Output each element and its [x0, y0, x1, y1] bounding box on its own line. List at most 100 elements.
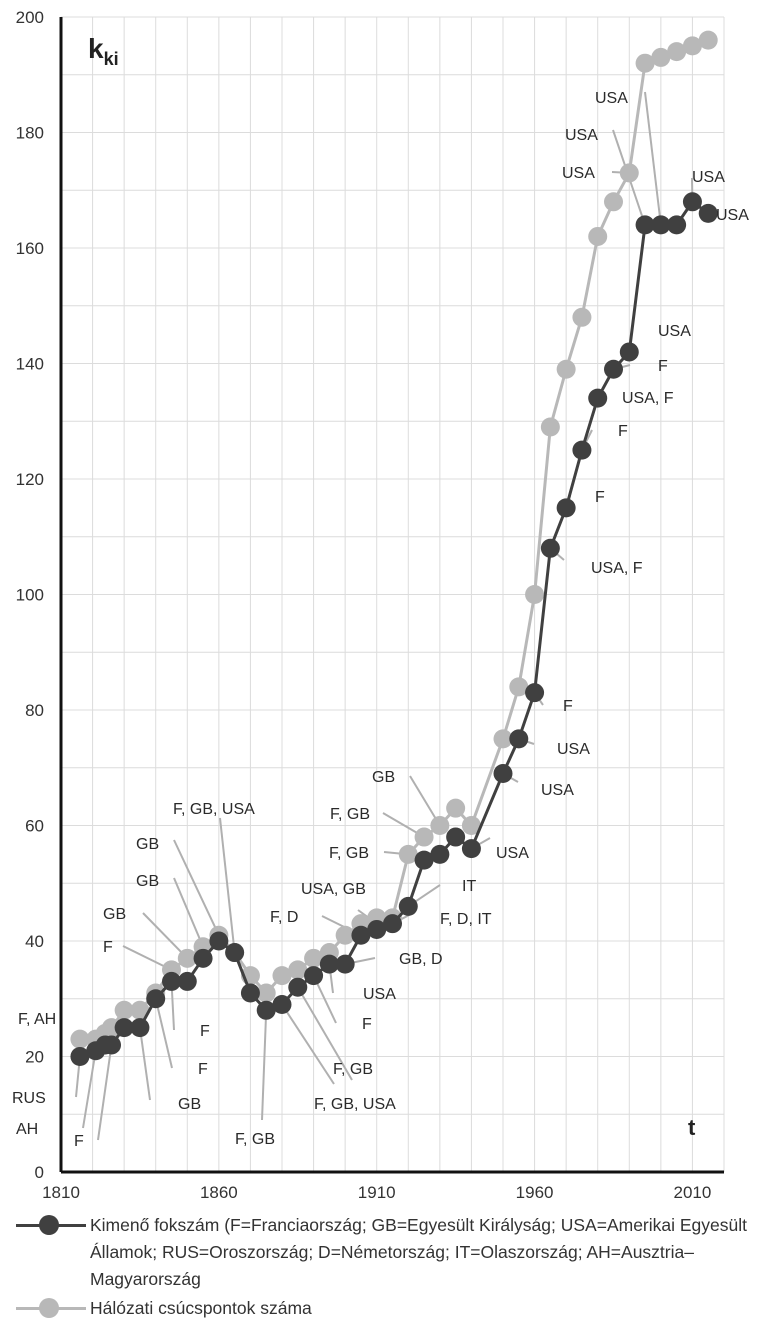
annotation-label: USA, GB: [301, 881, 366, 898]
annotation-leader-lines: [75, 91, 717, 1141]
annotation-leader: [82, 1050, 97, 1129]
data-point-csucspontok: [682, 36, 702, 56]
data-point-kimeno-fokszam: [193, 948, 213, 968]
data-point-kimeno-fokszam: [114, 1018, 134, 1038]
x-tick-label: 1960: [516, 1183, 554, 1202]
data-point-kimeno-fokszam: [414, 850, 434, 870]
data-point-kimeno-fokszam: [509, 729, 529, 749]
y-tick-label: 0: [35, 1163, 44, 1182]
x-tick-label: 1910: [358, 1183, 396, 1202]
data-point-csucspontok: [572, 307, 592, 327]
data-point-kimeno-fokszam: [319, 954, 339, 974]
annotation-label: USA: [658, 323, 691, 340]
annotation-label: GB: [136, 836, 159, 853]
series-layer: [70, 30, 718, 1066]
data-point-kimeno-fokszam: [635, 215, 655, 235]
annotation-label: F, GB: [235, 1131, 275, 1148]
y-tick-label: 100: [16, 586, 44, 605]
data-point-csucspontok: [114, 1000, 134, 1020]
annotation-label: USA, F: [622, 390, 674, 407]
y-tick-label: 20: [25, 1048, 44, 1067]
data-point-csucspontok: [70, 1029, 90, 1049]
annotation-label: F: [198, 1061, 208, 1078]
data-point-kimeno-fokszam: [304, 966, 324, 986]
data-point-kimeno-fokszam: [572, 440, 592, 460]
data-point-kimeno-fokszam: [430, 844, 450, 864]
y-tick-label: 80: [25, 701, 44, 720]
legend: Kimenő fokszám (F=Franciaország; GB=Egye…: [16, 1212, 751, 1322]
data-point-kimeno-fokszam: [398, 896, 418, 916]
annotation-leader: [409, 775, 441, 827]
x-tick-label: 1810: [42, 1183, 80, 1202]
annotation-leader: [97, 1044, 113, 1141]
annotation-label: USA: [363, 986, 396, 1003]
data-point-kimeno-fokszam: [272, 995, 292, 1015]
annotation-label: IT: [462, 878, 476, 895]
data-point-csucspontok: [272, 966, 292, 986]
annotation-label: USA: [496, 845, 529, 862]
data-point-csucspontok: [619, 163, 639, 183]
annotation-label: F: [362, 1016, 372, 1033]
annotation-label: F, AH: [18, 1011, 56, 1028]
data-point-csucspontok: [604, 192, 623, 212]
data-point-csucspontok: [509, 677, 529, 697]
data-point-kimeno-fokszam: [446, 827, 466, 847]
data-point-csucspontok: [588, 226, 608, 246]
y-tick-label: 60: [25, 817, 44, 836]
annotation-label: USA: [562, 165, 595, 182]
data-point-csucspontok: [446, 798, 466, 818]
annotation-label: F, GB: [329, 845, 369, 862]
annotation-label: F, GB, USA: [173, 801, 255, 818]
data-point-kimeno-fokszam: [698, 203, 718, 223]
annotation-label: F, D: [270, 909, 298, 926]
annotation-label: GB, D: [399, 951, 443, 968]
annotation-leader: [173, 839, 220, 936]
y-tick-label: 200: [16, 8, 44, 27]
data-point-kimeno-fokszam: [367, 919, 387, 939]
data-point-kimeno-fokszam: [177, 971, 197, 991]
x-axis-label: t: [688, 1115, 696, 1140]
data-point-kimeno-fokszam: [225, 943, 245, 963]
annotation-label: F, GB, USA: [314, 1096, 396, 1113]
annotation-leader: [281, 1003, 335, 1085]
legend-swatch-light: [16, 1295, 86, 1321]
annotation-label: USA: [595, 90, 628, 107]
data-point-csucspontok: [698, 30, 718, 50]
annotation-label: USA: [541, 782, 574, 799]
data-point-csucspontok: [525, 585, 545, 604]
data-point-csucspontok: [493, 729, 513, 749]
annotation-leader: [219, 817, 236, 953]
axes: [59, 17, 724, 1174]
legend-swatch-dark: [16, 1212, 86, 1238]
annotation-label: GB: [136, 873, 159, 890]
data-point-kimeno-fokszam: [162, 971, 181, 991]
annotation-label: USA: [716, 207, 749, 224]
annotation-leader: [644, 91, 662, 226]
legend-label-dark: Kimenő fokszám (F=Franciaország; GB=Egye…: [90, 1215, 747, 1289]
data-point-kimeno-fokszam: [146, 989, 166, 1009]
legend-item-light: Hálózati csúcspontok száma: [16, 1295, 751, 1322]
data-point-csucspontok: [398, 844, 418, 864]
annotation-label: GB: [178, 1096, 201, 1113]
data-point-csucspontok: [177, 948, 197, 968]
data-point-csucspontok: [651, 47, 671, 67]
data-point-kimeno-fokszam: [682, 192, 702, 212]
data-point-kimeno-fokszam: [209, 931, 229, 951]
annotation-label: USA: [565, 127, 598, 144]
y-tick-label: 40: [25, 932, 44, 951]
data-point-csucspontok: [256, 983, 276, 1003]
annotation-labels: F, AH RUS AH F GB F F F GB GB GB F, GB, USA F, GB F, …: [12, 90, 749, 1150]
annotation-leader: [296, 986, 353, 1081]
data-point-csucspontok: [635, 53, 655, 73]
data-point-csucspontok: [335, 925, 355, 945]
data-point-kimeno-fokszam: [130, 1018, 150, 1038]
data-point-kimeno-fokszam: [256, 1000, 276, 1020]
data-point-csucspontok: [430, 816, 450, 835]
data-point-kimeno-fokszam: [540, 538, 560, 558]
data-point-kimeno-fokszam: [667, 215, 687, 235]
annotation-label: F: [618, 423, 628, 440]
annotation-label: F: [200, 1023, 210, 1040]
annotation-label: F: [103, 939, 113, 956]
data-point-kimeno-fokszam: [461, 839, 481, 859]
data-point-kimeno-fokszam: [493, 764, 513, 784]
